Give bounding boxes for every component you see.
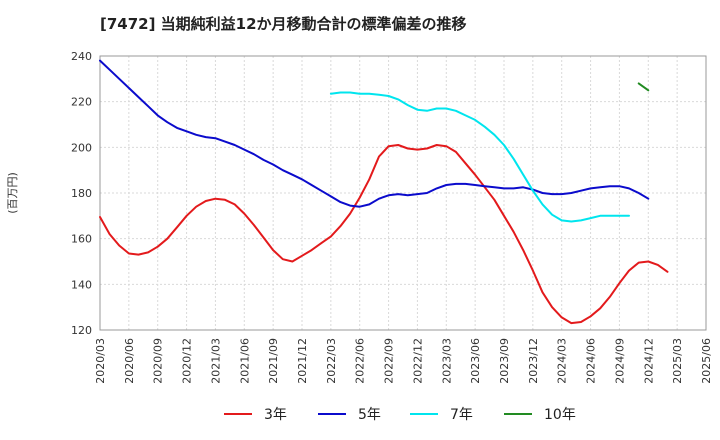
series-line-4	[637, 82, 650, 92]
y-tick-label: 140	[71, 278, 92, 291]
x-tick-label: 2020/12	[181, 338, 194, 384]
x-tick-label: 2022/12	[411, 338, 424, 384]
x-axis-ticks: 2020/03 2020/06 2020/09 2020/12 2021/03 2021/…	[94, 338, 713, 384]
y-tick-label: 240	[71, 50, 92, 63]
x-tick-label: 2021/06	[238, 338, 251, 384]
x-tick-label: 2024/09	[613, 338, 626, 384]
x-tick-label: 2023/06	[469, 338, 482, 384]
x-tick-label: 2021/09	[267, 338, 280, 384]
x-tick-label: 2022/03	[325, 338, 338, 384]
series-line-1	[99, 144, 669, 325]
x-tick-label: 2021/03	[209, 338, 222, 384]
x-tick-label: 2024/12	[642, 338, 655, 384]
x-tick-label: 2025/03	[671, 338, 684, 384]
y-tick-label: 120	[71, 324, 92, 337]
chart-title: [7472] 当期純利益12か月移動合計の標準偏差の推移	[100, 15, 467, 33]
y-tick-label: 220	[71, 96, 92, 109]
x-tick-label: 2023/12	[527, 338, 540, 384]
x-tick-label: 2020/03	[94, 338, 107, 384]
plot-area	[99, 55, 707, 331]
x-tick-label: 2023/09	[498, 338, 511, 384]
legend: 3年 5年 7年 10年	[224, 407, 576, 423]
series-line-3	[329, 91, 630, 223]
x-tick-label: 2024/06	[585, 338, 598, 384]
legend-label: 7年	[450, 407, 473, 423]
legend-label: 3年	[264, 407, 287, 423]
x-tick-label: 2020/06	[123, 338, 136, 384]
legend-label: 5年	[358, 407, 381, 423]
x-tick-label: 2021/12	[296, 338, 309, 384]
y-axis-ticks: 120 140 160 180 200 220 240	[71, 50, 92, 337]
series-group	[99, 59, 669, 325]
y-tick-label: 180	[71, 187, 92, 200]
y-tick-label: 160	[71, 233, 92, 246]
y-tick-label: 200	[71, 141, 92, 154]
x-tick-label: 2024/03	[556, 338, 569, 384]
x-tick-label: 2025/06	[700, 338, 713, 384]
x-tick-label: 2020/09	[152, 338, 165, 384]
legend-label: 10年	[544, 407, 576, 423]
x-tick-label: 2022/06	[354, 338, 367, 384]
x-tick-label: 2022/09	[383, 338, 396, 384]
x-tick-label: 2023/03	[440, 338, 453, 384]
y-axis-label: (百万円)	[6, 172, 19, 214]
series-line-2	[99, 59, 650, 208]
